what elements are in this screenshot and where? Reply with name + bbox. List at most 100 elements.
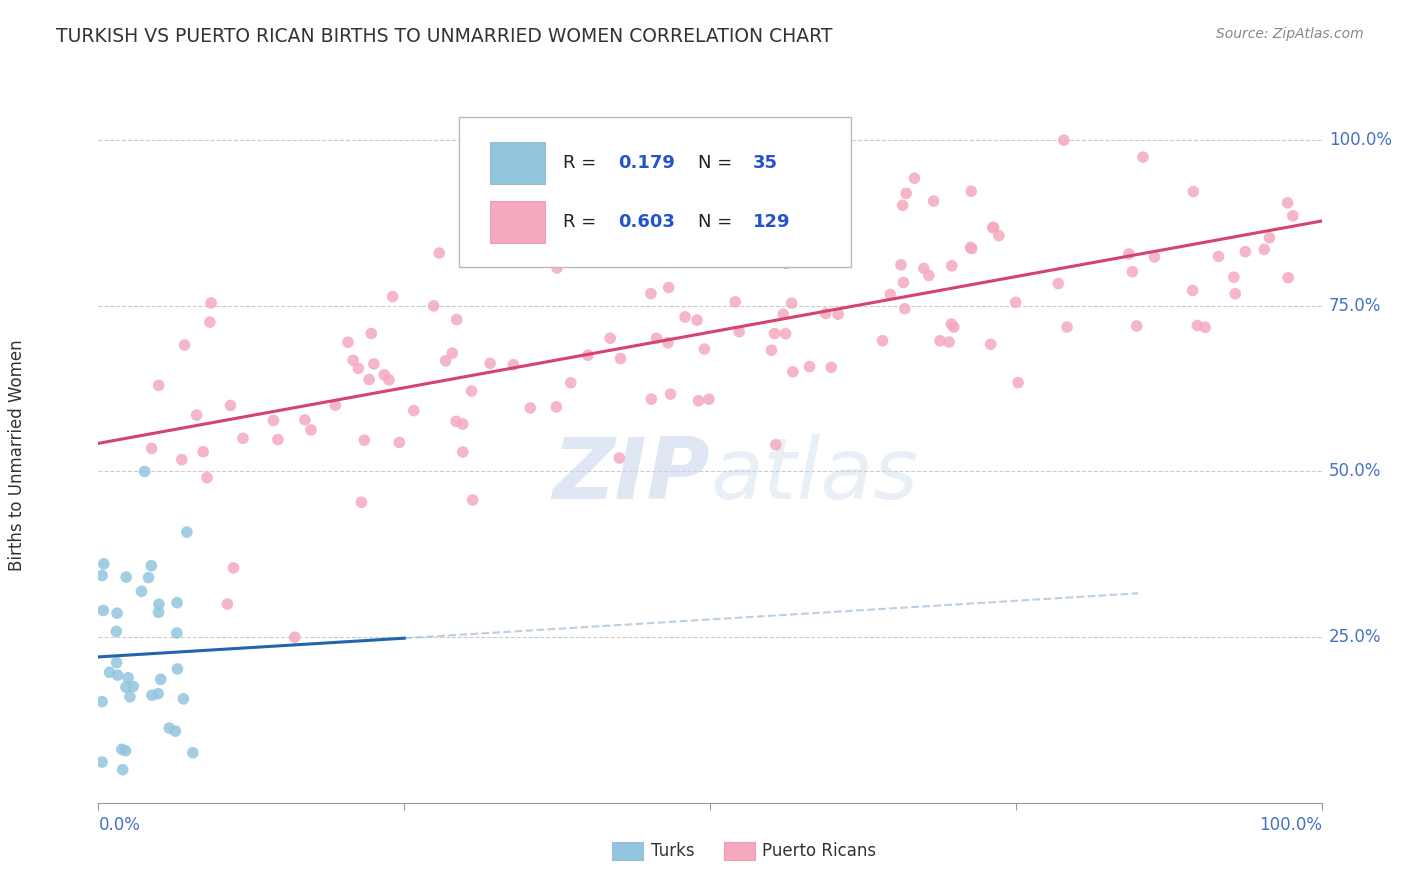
Point (191, 444, 214, 458)
Text: 100.0%: 100.0% (1329, 131, 1392, 149)
Point (337, 335, 360, 350)
Point (115, 570, 138, 584)
Point (1187, 318, 1209, 333)
Point (117, 671, 139, 685)
Point (1125, 318, 1147, 333)
Point (661, 240, 683, 254)
Text: Turks: Turks (651, 842, 695, 860)
Text: N =: N = (697, 213, 738, 231)
Point (461, 492, 484, 507)
Point (363, 357, 385, 371)
Point (942, 320, 965, 334)
Point (131, 584, 153, 599)
Point (118, 690, 141, 704)
Point (891, 198, 914, 212)
Point (91, 568, 114, 582)
Point (686, 313, 709, 327)
Point (262, 413, 284, 427)
Point (219, 399, 242, 413)
Point (427, 246, 450, 260)
Point (479, 356, 502, 370)
Point (918, 268, 941, 283)
Point (728, 325, 751, 339)
Point (141, 442, 163, 456)
Text: 25.0%: 25.0% (1329, 628, 1381, 646)
Point (903, 171, 925, 186)
Point (912, 261, 935, 276)
Text: R =: R = (564, 213, 602, 231)
Point (173, 338, 195, 352)
Point (981, 220, 1004, 235)
Point (772, 307, 794, 321)
Point (1225, 286, 1247, 301)
Point (1234, 244, 1257, 259)
Point (775, 326, 797, 341)
FancyBboxPatch shape (489, 201, 546, 243)
Point (724, 294, 747, 309)
Point (444, 414, 467, 428)
Point (799, 359, 821, 374)
Text: N =: N = (697, 153, 738, 171)
Point (165, 724, 187, 739)
Point (546, 260, 568, 275)
Point (141, 688, 163, 702)
Point (1056, 320, 1078, 334)
Point (814, 306, 837, 320)
Point (1282, 209, 1305, 223)
Point (195, 471, 218, 485)
Text: 0.179: 0.179 (619, 153, 675, 171)
Point (775, 256, 797, 270)
Point (146, 687, 169, 701)
Point (681, 218, 703, 232)
Point (688, 393, 710, 408)
Point (576, 348, 599, 362)
Point (111, 763, 134, 777)
Point (645, 331, 668, 345)
Point (170, 452, 193, 467)
Point (1258, 231, 1281, 245)
Point (381, 290, 404, 304)
Point (267, 433, 290, 447)
Point (894, 186, 917, 201)
Text: Births to Unmarried Women: Births to Unmarried Women (8, 339, 25, 571)
Point (232, 431, 254, 445)
Text: atlas: atlas (710, 434, 918, 517)
Text: R =: R = (564, 153, 602, 171)
Point (1194, 320, 1216, 334)
Point (198, 315, 221, 329)
Point (1118, 247, 1140, 261)
Point (299, 423, 322, 437)
Point (148, 605, 170, 619)
Point (1004, 295, 1026, 310)
Point (1277, 195, 1299, 210)
Point (172, 691, 194, 706)
Point (217, 597, 239, 611)
Point (107, 668, 129, 682)
Text: Puerto Ricans: Puerto Ricans (762, 842, 876, 860)
Text: 129: 129 (752, 213, 790, 231)
Point (353, 434, 375, 448)
Point (1277, 270, 1299, 285)
Point (460, 384, 482, 398)
Text: 75.0%: 75.0% (1329, 297, 1381, 315)
Point (148, 597, 170, 611)
Point (782, 365, 804, 379)
Text: 35: 35 (752, 153, 778, 171)
Point (141, 558, 163, 573)
Point (115, 680, 138, 694)
Point (378, 373, 401, 387)
Point (1132, 150, 1154, 164)
Point (441, 346, 464, 360)
Point (347, 361, 370, 376)
Point (434, 354, 457, 368)
Point (323, 398, 346, 412)
Point (987, 228, 1010, 243)
Point (761, 343, 783, 358)
Point (138, 571, 160, 585)
Point (451, 445, 474, 459)
Point (959, 240, 981, 254)
Point (359, 372, 381, 386)
Point (360, 326, 382, 341)
Point (1007, 376, 1029, 390)
Point (1143, 250, 1166, 264)
